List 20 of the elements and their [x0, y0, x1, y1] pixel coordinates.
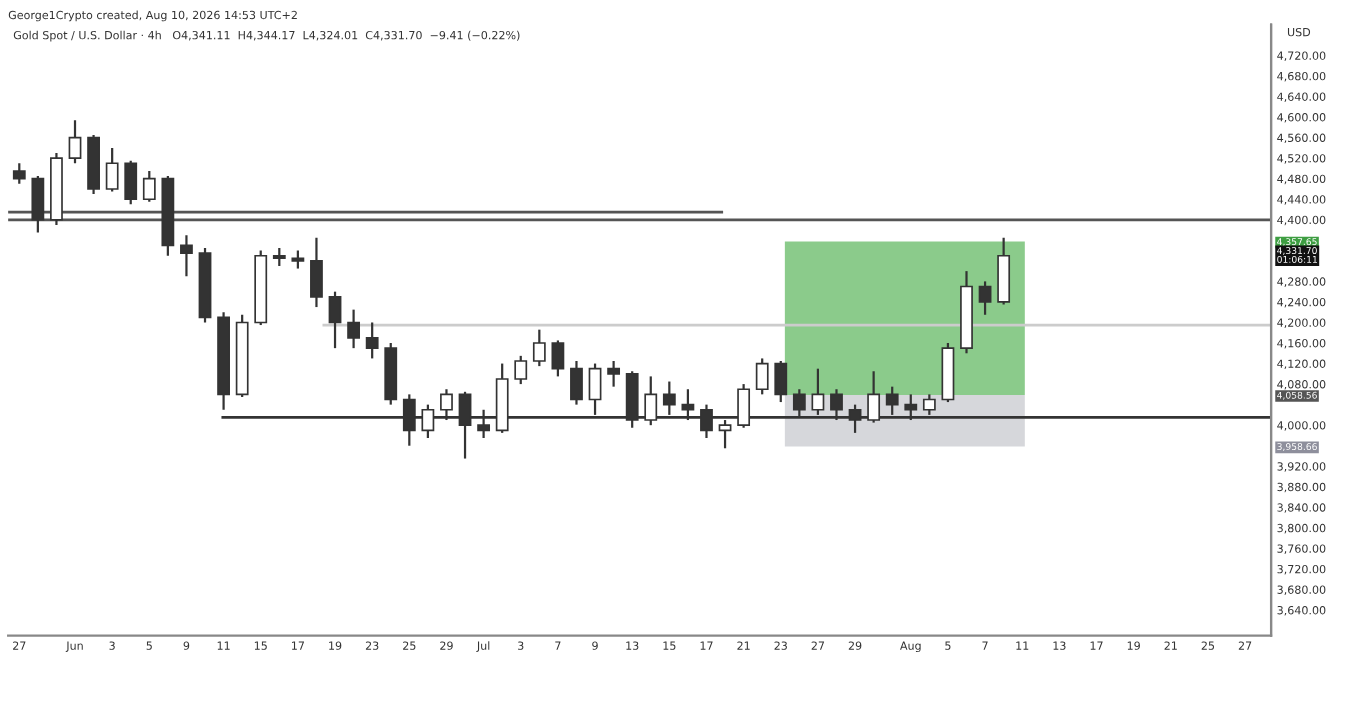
candlestick — [68, 119, 82, 165]
candlestick — [142, 169, 156, 203]
candlestick — [365, 321, 379, 360]
candlestick — [31, 175, 45, 234]
candlestick — [532, 328, 546, 368]
candlestick — [551, 339, 565, 378]
candlestick — [347, 308, 361, 350]
candlestick — [570, 359, 583, 406]
candlestick — [755, 357, 769, 396]
candlestick — [328, 290, 342, 350]
candlestick — [12, 162, 26, 185]
candlestick — [180, 234, 193, 278]
candlestick — [310, 236, 323, 309]
candlestick — [514, 354, 528, 386]
candlestick — [978, 280, 992, 316]
candlestick — [997, 236, 1011, 306]
candlestick — [105, 146, 119, 193]
candlestick — [774, 359, 788, 404]
candlestick — [607, 359, 621, 388]
candlestick — [124, 159, 138, 206]
